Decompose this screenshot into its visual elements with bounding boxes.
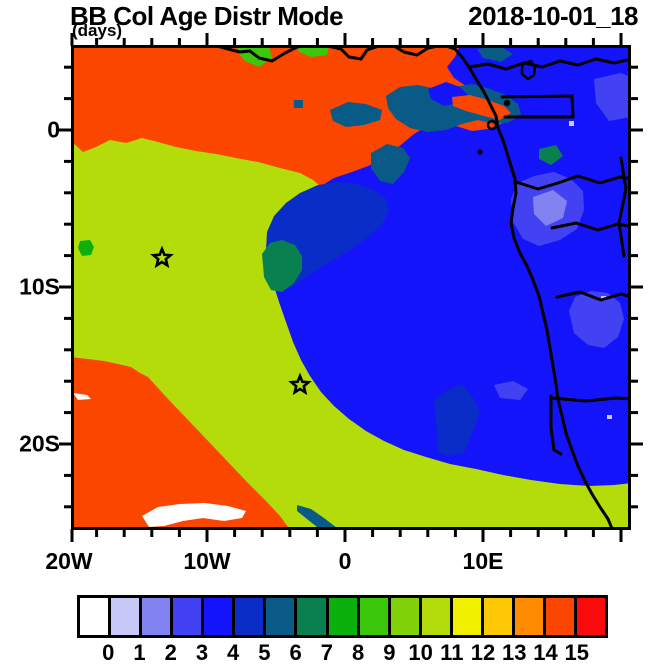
- colorbar-box: [173, 598, 202, 635]
- colorbar-box: [483, 598, 512, 635]
- colorbar-box: [545, 598, 574, 635]
- region-pale-speck-3: [607, 415, 612, 419]
- region-white-sw: [142, 503, 246, 527]
- region-green-coast-2: [297, 46, 329, 57]
- x-axis-label: 10W: [183, 548, 231, 574]
- colorbar-label: 13: [502, 640, 527, 665]
- colorbar-label: 11: [440, 640, 464, 665]
- colorbar-box: [111, 598, 140, 635]
- region-violet-sw: [494, 381, 528, 400]
- colorbar-label: 7: [320, 640, 333, 665]
- border-gabon: [514, 174, 628, 191]
- map-frame: [71, 45, 631, 530]
- colorbar-label: 5: [258, 640, 271, 665]
- region-white-sliver: [73, 393, 91, 400]
- colorbar-box: [142, 598, 171, 635]
- region-royalblue-streak: [434, 384, 480, 456]
- colorbar-box: [328, 598, 357, 635]
- colorbar-box: [80, 598, 109, 635]
- colorbar-label: 12: [470, 640, 496, 665]
- x-axis-label: 20W: [45, 548, 93, 574]
- colorbar-box: [359, 598, 388, 635]
- colorbar-label: 14: [533, 640, 558, 665]
- timestamp-label: 2018-10-01_18: [468, 1, 638, 31]
- border-north: [467, 57, 628, 71]
- page-title: BB Col Age Distr Mode: [70, 1, 344, 31]
- colorbar-box: [204, 598, 233, 635]
- colorbar-box: [235, 598, 264, 635]
- y-axis-label: 0: [47, 116, 60, 143]
- x-axis-label: 0: [338, 548, 352, 574]
- x-axis-label: 10E: [462, 548, 504, 574]
- island-outline-1: [520, 59, 537, 81]
- map-plot: [59, 33, 643, 542]
- region-green-blob: [78, 240, 94, 256]
- axis-ticks: [59, 33, 643, 542]
- star-marker-1: [150, 245, 174, 269]
- star-marker-2: [288, 372, 312, 396]
- colorbar-box: [297, 598, 326, 635]
- colorbar-label: 4: [227, 640, 240, 665]
- colorbar-label: 0: [102, 640, 115, 665]
- colorbar-label: 2: [164, 640, 177, 665]
- colorbar-box: [452, 598, 481, 635]
- region-teal-speck: [294, 100, 303, 108]
- colorbar-box: [577, 598, 606, 635]
- border-drc-angola: [555, 290, 628, 302]
- region-teal-west: [330, 102, 382, 127]
- border-eq-guinea: [500, 94, 575, 119]
- colorbar-box: [421, 598, 450, 635]
- y-axis-label: 20S: [19, 430, 60, 457]
- region-orange-southwest: [72, 350, 294, 528]
- colorbar-label: 6: [289, 640, 302, 665]
- border-angola-vertical: [549, 394, 563, 456]
- colorbar-box: [266, 598, 295, 635]
- colorbar-label: 8: [351, 640, 365, 665]
- region-violet-ne: [594, 73, 628, 121]
- island-outline-2: [486, 119, 498, 131]
- station-dot-1: [503, 99, 511, 107]
- coastlines-borders: [211, 46, 628, 528]
- border-angola-horizontal: [549, 396, 628, 403]
- region-teal-south-streak: [297, 505, 337, 528]
- border-east-vertical: [617, 156, 628, 258]
- colorbar-label: 9: [383, 640, 396, 665]
- region-periwinkle-core: [533, 190, 567, 226]
- colorbar-box: [514, 598, 543, 635]
- colorbar: [77, 595, 608, 638]
- border-congo: [550, 221, 628, 232]
- region-teal-coast: [477, 46, 513, 62]
- colorbar-label: 3: [195, 640, 209, 665]
- region-teal-strip: [371, 144, 410, 184]
- region-seagreen-east: [539, 145, 563, 165]
- y-axis-label: 10S: [19, 273, 60, 300]
- colorbar-box: [390, 598, 419, 635]
- colorbar-label: 1: [133, 640, 146, 665]
- colorbar-label: 10: [408, 640, 433, 665]
- station-dot-2: [477, 149, 483, 155]
- colorbar-label: 15: [564, 640, 589, 665]
- region-yellowgreen: [72, 138, 628, 528]
- markers: [150, 99, 511, 396]
- region-seagreen: [262, 240, 302, 292]
- region-pale-speck-1: [569, 121, 574, 126]
- region-violet-south: [569, 291, 624, 348]
- units-label: (days): [72, 21, 123, 40]
